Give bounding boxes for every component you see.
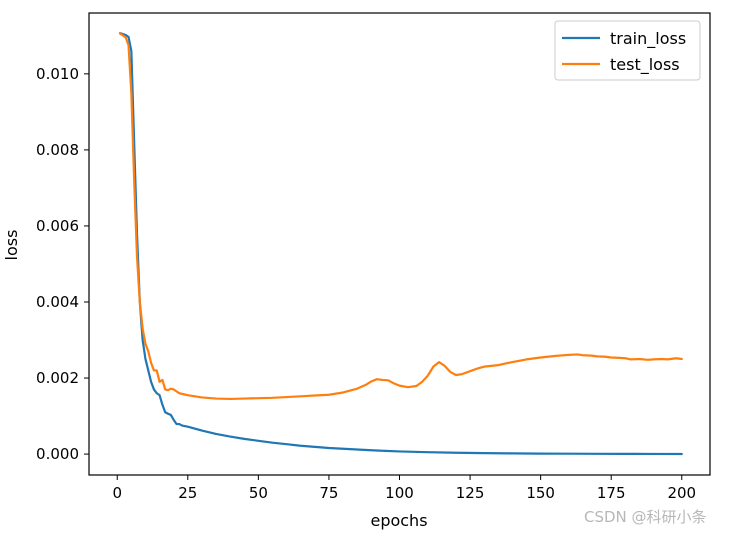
y-axis-label: loss	[2, 230, 21, 261]
legend-label-test-loss: test_loss	[610, 55, 680, 75]
x-tick-label: 75	[319, 484, 338, 502]
x-axis-ticks: 0 25 50 75 100 125 150 175 200	[112, 475, 696, 502]
y-tick-label: 0.000	[36, 445, 79, 463]
x-tick-label: 50	[249, 484, 268, 502]
x-tick-label: 0	[112, 484, 122, 502]
y-tick-label: 0.004	[36, 293, 79, 311]
x-tick-label: 100	[385, 484, 414, 502]
x-tick-label: 150	[526, 484, 555, 502]
legend-label-train-loss: train_loss	[610, 29, 686, 49]
x-tick-label: 125	[456, 484, 485, 502]
x-axis-label: epochs	[370, 511, 427, 530]
plot-frame	[88, 12, 711, 476]
x-tick-label: 25	[178, 484, 197, 502]
y-axis-ticks: 0.000 0.002 0.004 0.006 0.008 0.010	[36, 65, 89, 463]
plot-area-background	[89, 13, 710, 475]
y-tick-label: 0.002	[36, 369, 79, 387]
legend-box	[554, 20, 701, 81]
y-tick-label: 0.006	[36, 217, 79, 235]
y-tick-label: 0.010	[36, 65, 79, 83]
x-tick-label: 175	[597, 484, 626, 502]
series-line-test-loss	[118, 32, 683, 401]
x-tick-label: 200	[667, 484, 696, 502]
watermark-text: CSDN @科研小条	[584, 508, 707, 526]
y-tick-label: 0.008	[36, 141, 79, 159]
legend: train_loss test_loss	[554, 20, 701, 81]
series-line-train-loss	[118, 32, 683, 456]
